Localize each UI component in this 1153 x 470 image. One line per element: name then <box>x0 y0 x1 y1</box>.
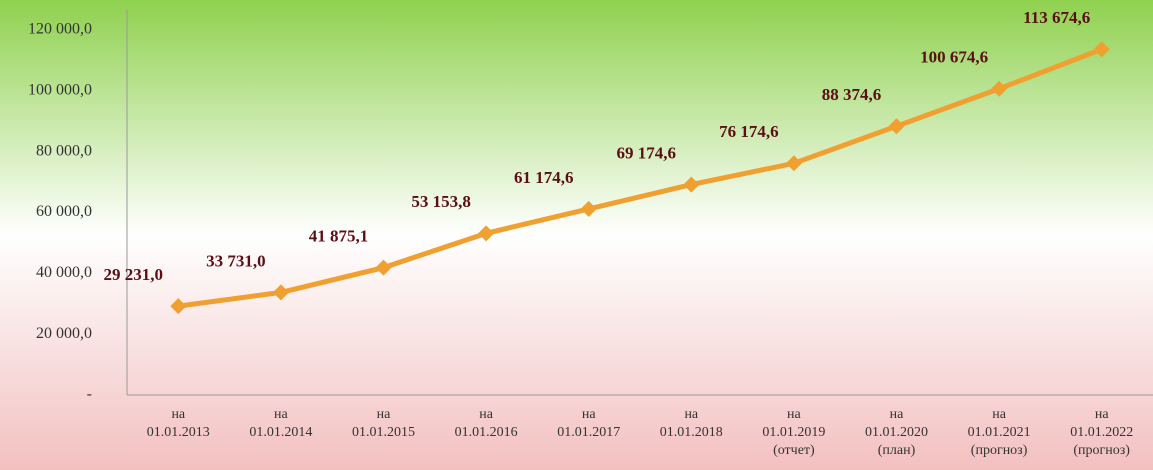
x-tick-label: на 01.01.2021 (прогноз) <box>968 407 1031 458</box>
y-tick-label: - <box>87 386 92 403</box>
x-tick-line: 01.01.2017 <box>557 425 620 440</box>
data-label: 53 153,8 <box>411 192 471 211</box>
y-tick-label: 80 000,0 <box>36 142 92 159</box>
x-tick-line: на <box>992 407 1006 422</box>
y-tick-label: 100 000,0 <box>28 82 92 99</box>
x-tick-line: (прогноз) <box>1073 443 1130 458</box>
marker <box>375 259 392 276</box>
x-tick-line: на <box>582 407 596 422</box>
x-tick-line: 01.01.2019 <box>762 425 825 440</box>
data-label: 61 174,6 <box>514 168 574 187</box>
marker <box>580 200 597 217</box>
x-tick-line: 01.01.2014 <box>249 425 312 440</box>
x-tick-line: на <box>684 407 698 422</box>
x-tick-line: на <box>274 407 288 422</box>
y-tick-label: 20 000,0 <box>36 325 92 342</box>
x-tick-line: 01.01.2020 <box>865 425 928 440</box>
x-tick-line: (отчет) <box>773 443 815 458</box>
y-tick-label: 60 000,0 <box>36 203 92 220</box>
x-tick-line: 01.01.2021 <box>968 425 1031 440</box>
x-tick-label: на 01.01.2013 <box>147 407 210 440</box>
x-tick-line: на <box>1095 407 1109 422</box>
x-tick-line: на <box>787 407 801 422</box>
x-tick-line: 01.01.2022 <box>1070 425 1133 440</box>
marker <box>888 118 905 135</box>
x-tick-line: на <box>377 407 391 422</box>
x-tick-line: 01.01.2018 <box>660 425 723 440</box>
y-tick-label: 120 000,0 <box>28 21 92 38</box>
x-tick-line: (прогноз) <box>971 443 1028 458</box>
marker <box>683 176 700 193</box>
x-tick-line: 01.01.2015 <box>352 425 415 440</box>
marker <box>478 225 495 242</box>
x-tick-label: на 01.01.2017 <box>557 407 620 440</box>
marker <box>785 155 802 172</box>
line <box>177 46 1103 309</box>
data-label: 76 174,6 <box>719 122 779 141</box>
x-tick-line: на <box>890 407 904 422</box>
x-tick-label: на 01.01.2018 <box>660 407 723 440</box>
x-tick-label: на 01.01.2019 (отчет) <box>762 407 825 458</box>
x-tick-label: на 01.01.2020 (план) <box>865 407 928 458</box>
marker <box>1093 41 1110 58</box>
x-tick-label: на 01.01.2014 <box>249 407 312 440</box>
x-tick-line: на <box>479 407 493 422</box>
data-label: 69 174,6 <box>617 144 677 163</box>
data-label: 100 674,6 <box>920 48 988 67</box>
x-tick-label: на 01.01.2015 <box>352 407 415 440</box>
x-tick-line: на <box>171 407 185 422</box>
x-tick-label: на 01.01.2016 <box>455 407 518 440</box>
data-label: 29 231,0 <box>104 265 164 284</box>
x-tick-line: 01.01.2016 <box>455 425 518 440</box>
y-tick-label: 40 000,0 <box>36 264 92 281</box>
data-label: 41 875,1 <box>309 227 369 246</box>
data-label: 113 674,6 <box>1023 8 1090 27</box>
x-tick-label: на 01.01.2022 (прогноз) <box>1070 407 1133 458</box>
x-tick-line: (план) <box>878 443 916 458</box>
x-tick-line: 01.01.2013 <box>147 425 210 440</box>
data-label: 88 374,6 <box>822 85 882 104</box>
marker <box>272 284 289 301</box>
marker <box>170 298 187 315</box>
data-label: 33 731,0 <box>206 251 266 270</box>
marker <box>991 80 1008 97</box>
